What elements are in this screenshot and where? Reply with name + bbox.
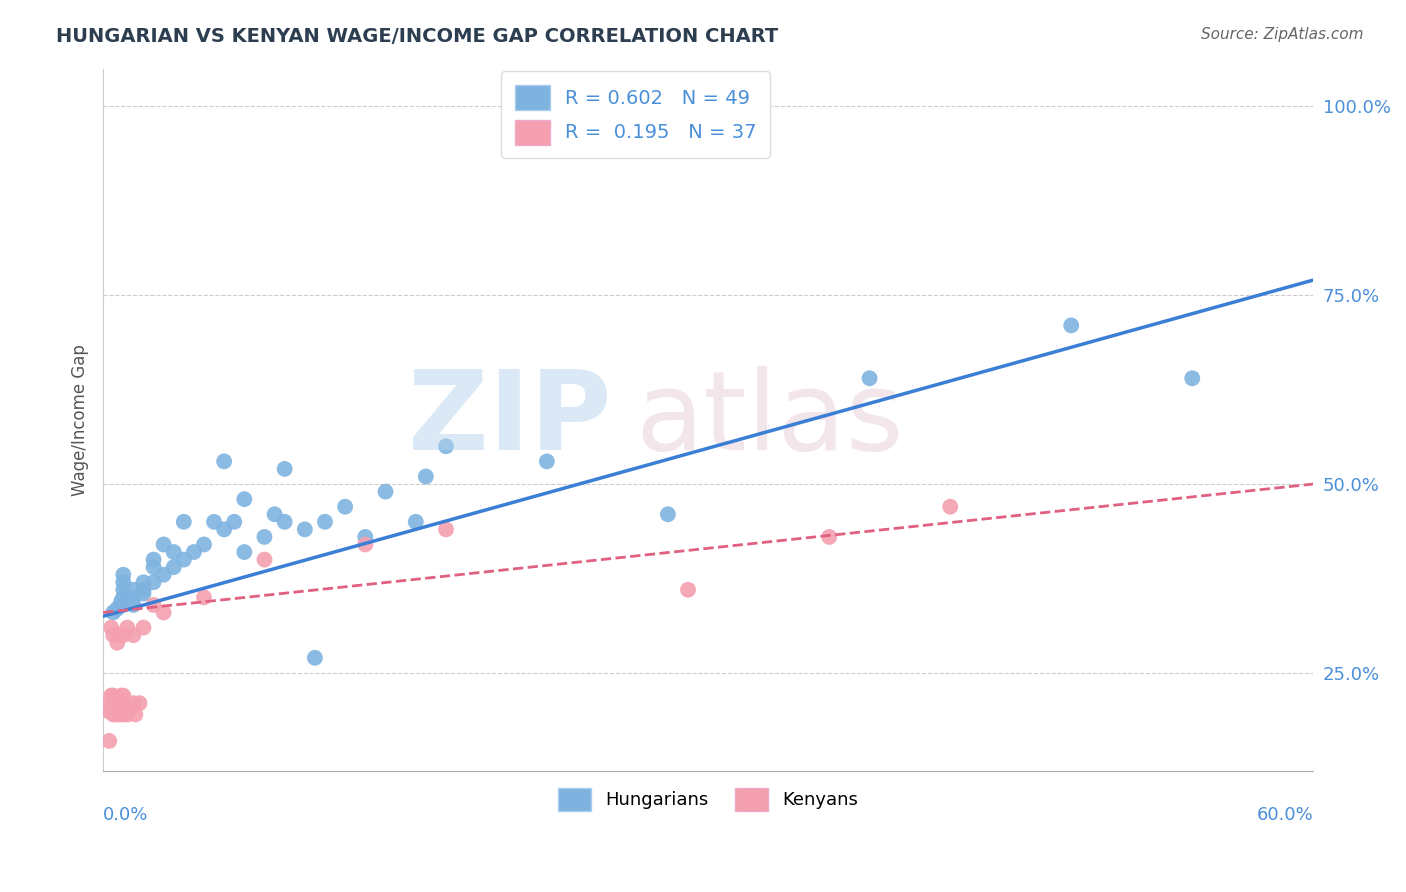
Point bbox=[105, 636, 128, 650]
Point bbox=[939, 500, 962, 514]
Point bbox=[104, 707, 127, 722]
Point bbox=[273, 515, 295, 529]
Point bbox=[193, 591, 215, 605]
Point bbox=[128, 696, 150, 710]
Point bbox=[132, 586, 155, 600]
Point bbox=[233, 492, 256, 507]
Point bbox=[112, 707, 135, 722]
Point bbox=[108, 628, 131, 642]
Point bbox=[152, 537, 174, 551]
Point bbox=[122, 591, 145, 605]
Point bbox=[112, 598, 135, 612]
Point bbox=[112, 696, 135, 710]
Point bbox=[333, 500, 356, 514]
Point bbox=[858, 371, 880, 385]
Point bbox=[173, 552, 195, 566]
Point bbox=[122, 628, 145, 642]
Text: atlas: atlas bbox=[636, 367, 904, 474]
Point bbox=[374, 484, 396, 499]
Point bbox=[98, 734, 121, 748]
Point bbox=[142, 575, 165, 590]
Point bbox=[114, 696, 136, 710]
Point bbox=[100, 689, 122, 703]
Point bbox=[122, 598, 145, 612]
Point bbox=[132, 582, 155, 597]
Point bbox=[142, 598, 165, 612]
Point bbox=[132, 575, 155, 590]
Legend: Hungarians, Kenyans: Hungarians, Kenyans bbox=[551, 780, 866, 818]
Point bbox=[294, 522, 316, 536]
Point bbox=[253, 552, 276, 566]
Point bbox=[100, 621, 122, 635]
Point bbox=[110, 594, 132, 608]
Point bbox=[434, 439, 457, 453]
Point bbox=[314, 515, 336, 529]
Point bbox=[233, 545, 256, 559]
Point bbox=[253, 530, 276, 544]
Point bbox=[1060, 318, 1083, 333]
Point bbox=[152, 606, 174, 620]
Point bbox=[103, 628, 125, 642]
Point bbox=[152, 567, 174, 582]
Point bbox=[96, 704, 118, 718]
Point bbox=[122, 582, 145, 597]
Point bbox=[415, 469, 437, 483]
Point bbox=[105, 696, 128, 710]
Point bbox=[142, 552, 165, 566]
Text: HUNGARIAN VS KENYAN WAGE/INCOME GAP CORRELATION CHART: HUNGARIAN VS KENYAN WAGE/INCOME GAP CORR… bbox=[56, 27, 779, 45]
Point bbox=[142, 560, 165, 574]
Point bbox=[818, 530, 841, 544]
Point bbox=[676, 582, 699, 597]
Point bbox=[212, 522, 235, 536]
Point bbox=[98, 696, 121, 710]
Point bbox=[304, 650, 326, 665]
Point bbox=[183, 545, 205, 559]
Point bbox=[112, 591, 135, 605]
Text: 0.0%: 0.0% bbox=[103, 806, 149, 824]
Point bbox=[202, 515, 225, 529]
Point bbox=[103, 606, 125, 620]
Y-axis label: Wage/Income Gap: Wage/Income Gap bbox=[72, 344, 89, 496]
Point bbox=[434, 522, 457, 536]
Point bbox=[124, 707, 146, 722]
Text: Source: ZipAtlas.com: Source: ZipAtlas.com bbox=[1201, 27, 1364, 42]
Point bbox=[105, 601, 128, 615]
Point bbox=[108, 707, 131, 722]
Point bbox=[657, 508, 679, 522]
Point bbox=[212, 454, 235, 468]
Text: 60.0%: 60.0% bbox=[1257, 806, 1313, 824]
Point bbox=[112, 628, 135, 642]
Point bbox=[118, 704, 141, 718]
Point bbox=[110, 689, 132, 703]
Point bbox=[122, 696, 145, 710]
Point bbox=[263, 508, 285, 522]
Point bbox=[1181, 371, 1204, 385]
Point bbox=[163, 560, 186, 574]
Text: ZIP: ZIP bbox=[408, 367, 612, 474]
Point bbox=[273, 462, 295, 476]
Point bbox=[112, 689, 135, 703]
Point bbox=[405, 515, 427, 529]
Point bbox=[112, 575, 135, 590]
Point bbox=[103, 689, 125, 703]
Point bbox=[163, 545, 186, 559]
Point bbox=[173, 515, 195, 529]
Point bbox=[103, 707, 125, 722]
Point bbox=[224, 515, 246, 529]
Point bbox=[117, 707, 139, 722]
Point bbox=[117, 621, 139, 635]
Point bbox=[132, 621, 155, 635]
Point bbox=[536, 454, 558, 468]
Point bbox=[112, 704, 135, 718]
Point bbox=[354, 530, 377, 544]
Point bbox=[193, 537, 215, 551]
Point bbox=[112, 582, 135, 597]
Point bbox=[112, 567, 135, 582]
Point bbox=[354, 537, 377, 551]
